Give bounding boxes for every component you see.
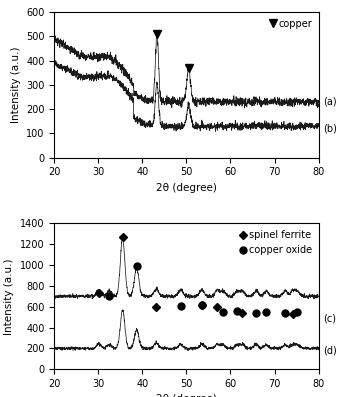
Legend: spinel ferrite, copper oxide: spinel ferrite, copper oxide [239,228,314,257]
Text: (c): (c) [323,313,336,323]
X-axis label: 2θ (degree): 2θ (degree) [156,395,217,397]
Text: (d): (d) [323,346,337,356]
Text: (a): (a) [323,97,337,107]
Y-axis label: Intensity (a.u.): Intensity (a.u.) [4,258,14,335]
Legend: copper: copper [268,17,314,31]
Text: (b): (b) [323,123,337,133]
Y-axis label: Intensity (a.u.): Intensity (a.u.) [10,46,21,123]
X-axis label: 2θ (degree): 2θ (degree) [156,183,217,193]
